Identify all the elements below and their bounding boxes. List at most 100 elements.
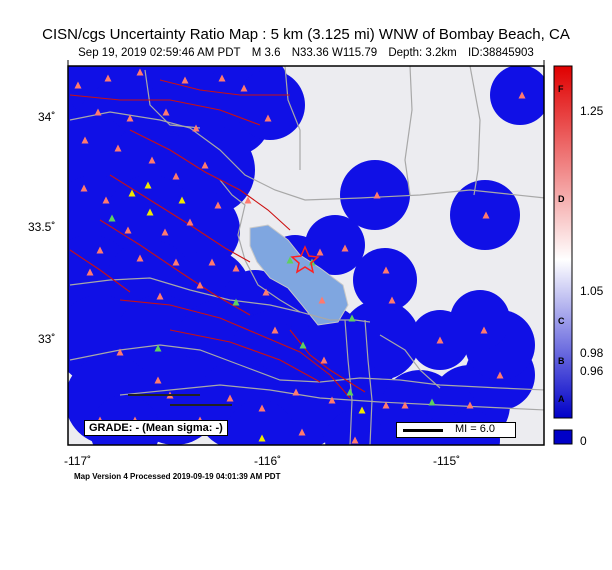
event-id: ID:38845903 [467,47,534,59]
station-marker-icon [104,74,112,82]
station-marker-icon [81,136,89,144]
station-marker-icon [192,124,200,132]
station-marker-icon [258,404,266,412]
station-marker-icon [388,296,396,304]
station-marker-icon [348,314,356,322]
station-marker-icon [218,74,226,82]
grade-c: C [558,316,565,326]
event-info: Sep 19, 2019 02:59:46 AM PDT M 3.6 N33.3… [0,47,612,59]
event-location: N33.36 W115.79 [291,47,378,59]
station-marker-icon [178,196,186,204]
station-marker-icon [264,114,272,122]
coverage-blob [160,190,240,270]
stations [74,68,526,444]
station-marker-icon [80,184,88,192]
colorbar-value-1-05: 1.05 [580,284,604,298]
station-marker-icon [162,108,170,116]
coverage-blob [235,70,305,140]
grade-f: F [558,84,564,94]
processing-footer: Map Version 4 Processed 2019-09-19 04:01… [74,472,281,481]
grade-a: A [558,394,565,404]
station-marker-icon [298,428,306,436]
station-marker-icon [148,156,156,164]
station-marker-icon [74,81,82,89]
station-marker-icon [358,406,366,414]
station-marker-icon [102,196,110,204]
station-marker-icon [351,436,359,444]
mi-label: MI = 6.0 [455,423,496,435]
station-marker-icon [161,228,169,236]
station-marker-icon [136,254,144,262]
station-marker-icon [232,264,240,272]
station-marker-icon [244,196,252,204]
station-marker-icon [428,398,436,406]
coverage-blob [340,160,410,230]
station-marker-icon [116,348,124,356]
station-marker-icon [258,434,266,442]
grade-b: B [558,356,565,366]
station-marker-icon [318,296,326,304]
coverage-blob [353,248,417,312]
station-marker-icon [136,68,144,76]
lon-label-117: -117˚ [64,454,92,468]
station-marker-icon [316,248,324,256]
station-marker-icon [154,344,162,352]
coverage-blob [340,300,420,380]
grade-d: D [558,194,565,204]
station-marker-icon [226,394,234,402]
event-depth: Depth: 3.2km [388,47,457,59]
station-marker-icon [480,326,488,334]
lon-label-116: -116˚ [254,454,282,468]
station-marker-icon [341,244,349,252]
lon-label-115: -115˚ [433,454,461,468]
station-marker-icon [518,91,526,99]
colorbar [553,65,573,419]
station-marker-icon [436,336,444,344]
station-marker-icon [320,356,328,364]
lat-label-33: 33˚ [38,332,56,346]
station-marker-icon [292,388,300,396]
station-marker-icon [299,341,307,349]
station-marker-icon [382,266,390,274]
colorbar-value-0-96: 0.96 [580,364,604,378]
lat-label-34: 34˚ [38,110,56,124]
station-marker-icon [144,181,152,189]
station-marker-icon [271,326,279,334]
event-magnitude: M 3.6 [251,47,281,59]
station-marker-icon [328,396,336,404]
station-marker-icon [156,292,164,300]
colorbar-value-1-25: 1.25 [580,104,604,118]
station-marker-icon [208,258,216,266]
station-marker-icon [146,208,154,216]
station-marker-icon [154,376,162,384]
grade-box: GRADE: - (Mean sigma: -) [84,420,228,436]
station-marker-icon [401,401,409,409]
station-marker-icon [181,76,189,84]
epicenter-star-icon [290,245,320,274]
station-marker-icon [482,211,490,219]
map-frame [67,65,545,446]
station-marker-icon [262,288,270,296]
station-marker-icon [94,108,102,116]
station-marker-icon [232,298,240,306]
station-marker-icon [186,218,194,226]
mi-line-icon [403,429,443,432]
station-marker-icon [240,84,248,92]
station-marker-icon [114,144,122,152]
station-marker-icon [214,201,222,209]
station-marker-icon [466,401,474,409]
event-datetime: Sep 19, 2019 02:59:46 AM PDT [78,47,241,59]
station-marker-icon [86,268,94,276]
fault-lines [69,79,366,399]
lat-label-33-5: 33.5˚ [28,220,56,234]
colorbar-zero-swatch [553,429,573,445]
station-marker-icon [286,256,294,264]
station-marker-icon [128,189,136,197]
station-marker-icon [496,371,504,379]
station-marker-icon [172,172,180,180]
station-marker-icon [124,226,132,234]
station-marker-icon [373,191,381,199]
station-marker-icon [108,214,116,222]
station-marker-icon [201,161,209,169]
